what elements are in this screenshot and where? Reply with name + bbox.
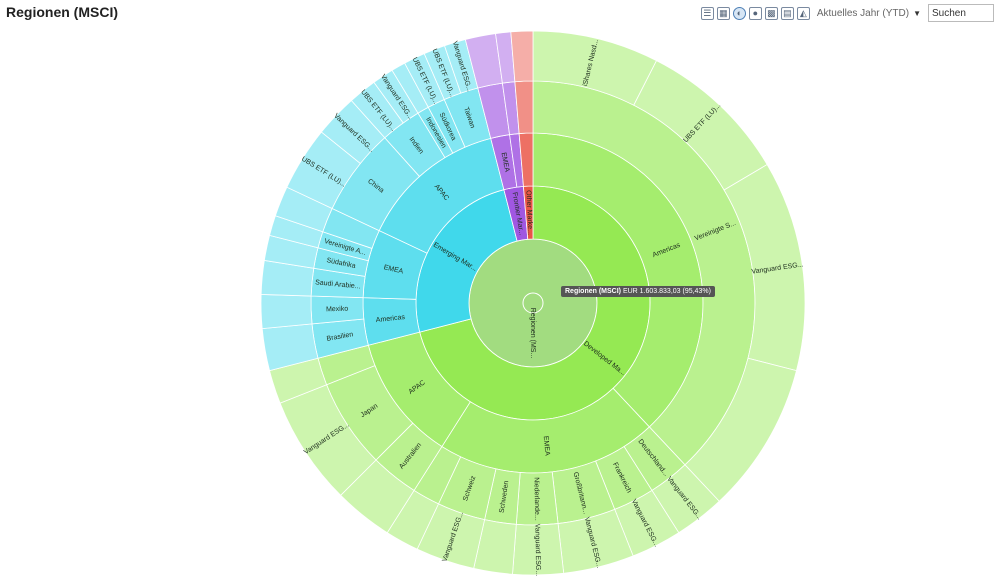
segment-label: EMEA <box>500 152 511 173</box>
sunburst-segment-segment[interactable] <box>260 294 313 330</box>
segment-label: Niederlande... <box>532 477 540 521</box>
map-icon[interactable]: ▤ <box>780 6 794 20</box>
pie-icon[interactable]: ● <box>748 6 762 20</box>
segment-label: Mexiko <box>326 306 348 314</box>
sunburst-icon[interactable]: ◐ <box>732 6 746 20</box>
center-marker <box>522 292 544 314</box>
search-input[interactable] <box>928 4 994 22</box>
segment-label: EMEA <box>383 264 404 276</box>
segment-label: Schweden <box>499 480 511 513</box>
period-dropdown[interactable]: Aktuelles Jahr (YTD) ▼ <box>817 8 921 19</box>
segment-label: Brasilien <box>326 331 354 343</box>
period-label: Aktuelles Jahr (YTD) <box>816 7 910 19</box>
segment-label: Americas <box>376 314 406 324</box>
list-icon[interactable]: ☰ <box>700 6 714 20</box>
center-label: Regionen (MS... <box>529 308 536 359</box>
segment-label: Other Marke... <box>525 190 534 235</box>
tooltip-value: EUR 1.603.833,03 (95,43%) <box>622 288 711 295</box>
toolbar: ☰ ▦ ◐ ● ▩ ▤ ◭ Aktuelles Jahr (YTD) ▼ <box>700 4 994 22</box>
tooltip-name: Regionen (MSCI) <box>565 288 621 295</box>
treemap-icon[interactable]: ▦ <box>716 6 730 20</box>
grid-icon[interactable]: ▩ <box>764 6 778 20</box>
area-icon[interactable]: ◭ <box>796 6 810 20</box>
segment-label: EMEA <box>542 436 551 457</box>
chart-tooltip: Regionen (MSCI) EUR 1.603.833,03 (95,43%… <box>561 286 715 297</box>
chevron-down-icon: ▼ <box>913 8 921 18</box>
segment-label: Saudi Arabie... <box>315 279 361 290</box>
sunburst-segment-segment[interactable] <box>510 30 534 83</box>
page-title: Regionen (MSCI) <box>6 4 118 20</box>
segment-label: Vanguard ESG... <box>533 524 541 577</box>
